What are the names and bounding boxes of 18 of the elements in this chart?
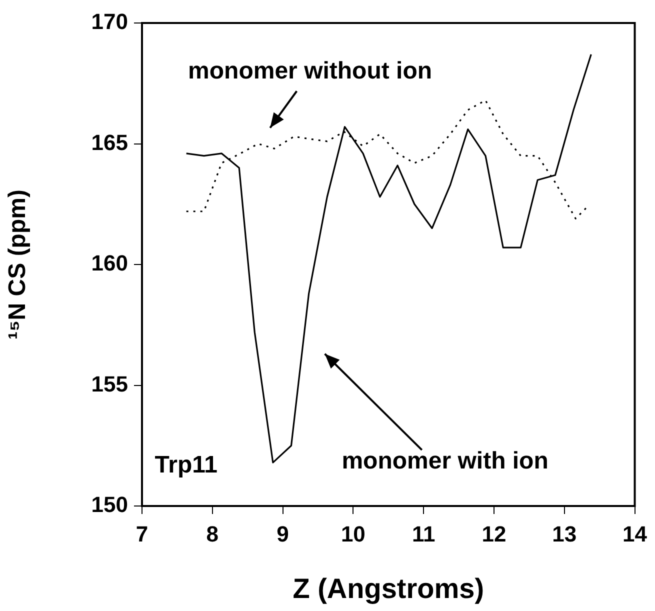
annotation: monomer with ion [342, 448, 548, 475]
y-tick-label: 160 [91, 250, 128, 276]
x-tick-label: 13 [552, 521, 577, 546]
annotation: monomer without ion [188, 57, 432, 84]
x-tick-label: 14 [622, 521, 648, 546]
x-tick-label: 7 [136, 521, 148, 546]
y-tick-label: 155 [91, 371, 128, 396]
y-tick-label: 165 [91, 130, 128, 155]
x-tick-label: 12 [482, 521, 506, 546]
x-axis-title: Z (Angstroms) [292, 572, 484, 604]
y-axis-title: ¹⁵N CS (ppm) [4, 190, 32, 340]
y-tick-label: 170 [91, 9, 128, 34]
x-tick-label: 8 [206, 521, 219, 546]
y-tick-label: 150 [91, 492, 128, 518]
x-tick-label: 11 [412, 521, 436, 546]
x-tick-label: 9 [276, 521, 289, 546]
x-tick-label: 10 [340, 521, 366, 546]
annotation: Trp11 [154, 452, 218, 479]
